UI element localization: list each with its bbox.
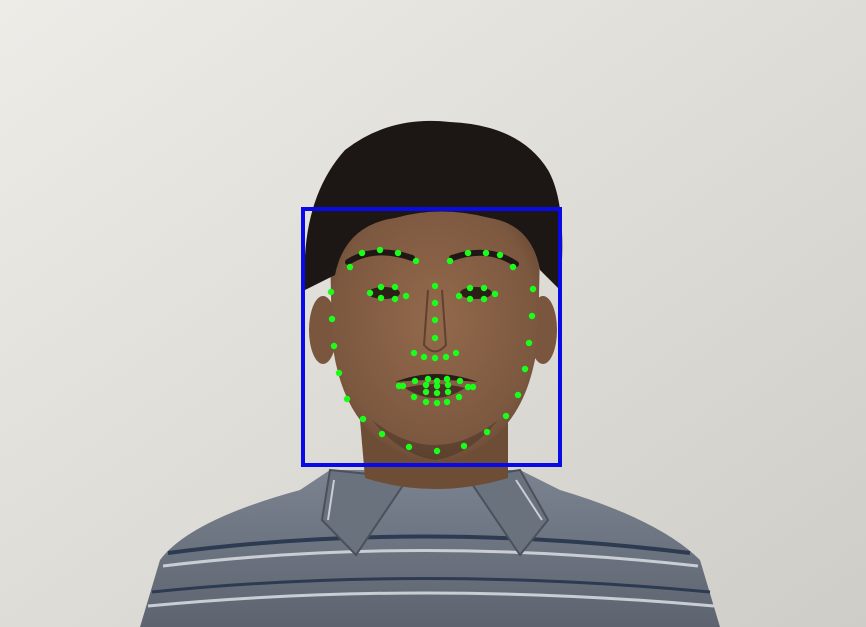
landmark-point: [464, 249, 472, 257]
landmark-point: [466, 284, 474, 292]
landmark-point: [446, 257, 454, 265]
landmark-point: [483, 428, 491, 436]
shirt: [140, 468, 720, 627]
landmark-point: [482, 249, 490, 257]
landmark-point: [431, 299, 439, 307]
landmark-point: [491, 290, 499, 298]
landmark-point: [443, 398, 451, 406]
landmark-point: [343, 395, 351, 403]
landmark-point: [496, 251, 504, 259]
landmark-point: [422, 381, 430, 389]
landmark-point: [442, 353, 450, 361]
landmark-point: [402, 292, 410, 300]
landmark-point: [455, 393, 463, 401]
face: [330, 205, 540, 462]
landmark-point: [443, 375, 451, 383]
landmark-point: [422, 388, 430, 396]
landmark-point: [460, 442, 468, 450]
landmark-point: [480, 284, 488, 292]
left-eyebrow: [345, 249, 415, 265]
landmark-point: [525, 339, 533, 347]
landmark-point: [394, 249, 402, 257]
landmark-point: [431, 282, 439, 290]
landmark-point: [412, 257, 420, 265]
landmark-point: [411, 377, 419, 385]
landmark-point: [464, 383, 472, 391]
landmark-point: [330, 342, 338, 350]
landmark-point: [431, 316, 439, 324]
landmark-point: [391, 283, 399, 291]
landmark-point: [509, 263, 517, 271]
landmark-point: [359, 415, 367, 423]
landmark-point: [327, 288, 335, 296]
landmark-point: [376, 246, 384, 254]
landmark-point: [521, 365, 529, 373]
landmark-point: [466, 295, 474, 303]
landmark-point: [528, 312, 536, 320]
landmark-point: [422, 398, 430, 406]
landmark-point: [424, 375, 432, 383]
nose: [422, 289, 448, 353]
landmark-point: [469, 383, 477, 391]
landmark-point: [366, 289, 374, 297]
landmark-point: [529, 285, 537, 293]
face-bounding-box: [301, 207, 562, 467]
landmark-point: [431, 334, 439, 342]
landmark-point: [378, 430, 386, 438]
landmark-point: [433, 399, 441, 407]
landmark-point: [410, 393, 418, 401]
landmark-point: [480, 295, 488, 303]
landmark-point: [433, 447, 441, 455]
landmark-point: [377, 294, 385, 302]
landmark-point: [346, 263, 354, 271]
landmark-point: [358, 249, 366, 257]
face-landmarks: [327, 246, 537, 455]
left-ear: [309, 296, 337, 364]
landmark-point: [377, 283, 385, 291]
right-eye: [460, 287, 492, 299]
landmark-point: [456, 377, 464, 385]
landmark-point: [444, 388, 452, 396]
landmark-point: [433, 382, 441, 390]
landmark-point: [405, 443, 413, 451]
left-eye: [368, 287, 400, 299]
landmark-point: [455, 292, 463, 300]
landmark-point: [514, 391, 522, 399]
landmark-point: [444, 381, 452, 389]
landmark-point: [433, 389, 441, 397]
landmark-point: [452, 349, 460, 357]
hair: [304, 120, 563, 290]
landmark-point: [502, 412, 510, 420]
landmark-point: [399, 382, 407, 390]
landmark-point: [431, 354, 439, 362]
landmark-point: [410, 349, 418, 357]
landmark-point: [335, 369, 343, 377]
landmark-point: [420, 353, 428, 361]
landmark-point: [391, 295, 399, 303]
landmark-point: [328, 315, 336, 323]
landmark-point: [433, 377, 441, 385]
